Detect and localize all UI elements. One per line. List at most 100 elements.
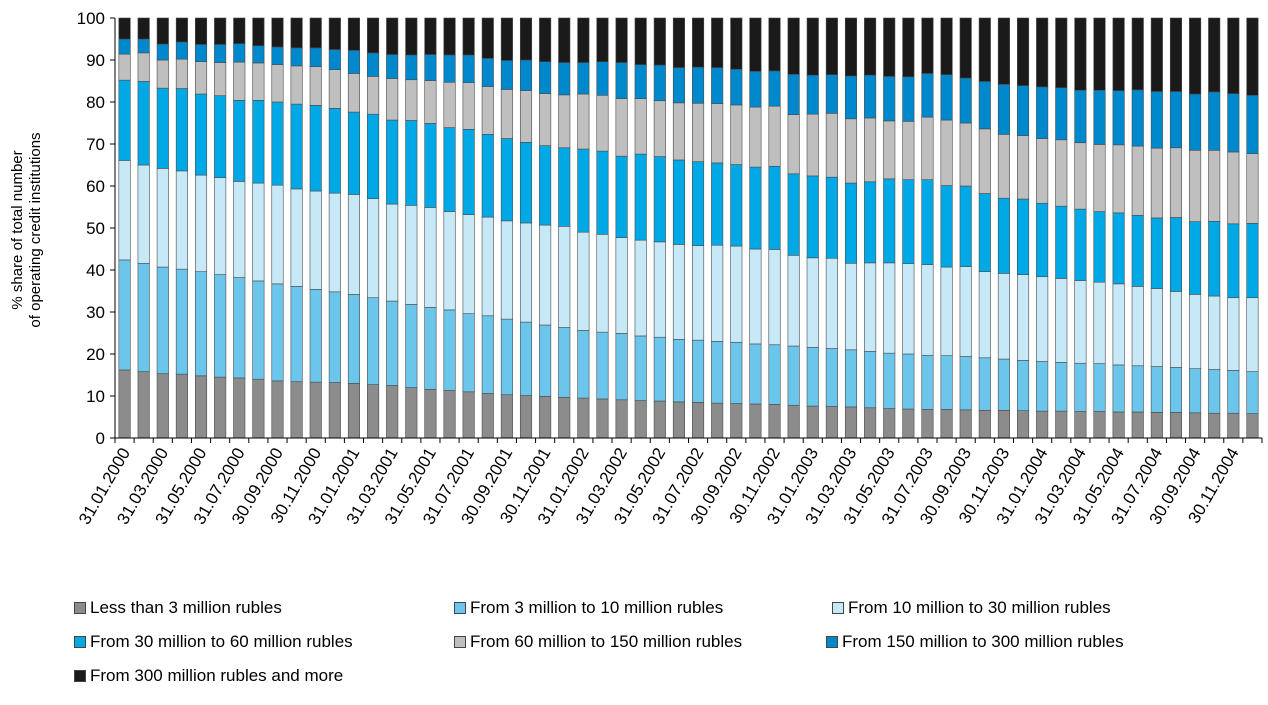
y-tick-label: 10 bbox=[86, 387, 105, 406]
bar-segment-3-31.08.2004 bbox=[1169, 291, 1183, 368]
bar-segment-5-30.04.2000 bbox=[175, 58, 188, 89]
bar-segment-4-30.04.2000 bbox=[175, 88, 188, 172]
bar-segment-6-31.07.2004 bbox=[1150, 91, 1163, 149]
bar-segment-2-31.03.2001 bbox=[386, 300, 399, 386]
bar-segment-4-31.01.2002 bbox=[577, 148, 590, 233]
bar-segment-7-31.08.2001 bbox=[481, 17, 494, 59]
bar-segment-4-31.05.2003 bbox=[883, 178, 896, 264]
bar-segment-3-30.09.2004 bbox=[1189, 294, 1202, 369]
bar-segment-1-30.09.2002 bbox=[730, 403, 743, 439]
bar-segment-6-31.05.2002 bbox=[653, 64, 666, 102]
bar-segment-6-31.03.2002 bbox=[615, 62, 628, 99]
bar-segment-5-28.02.2003 bbox=[825, 113, 838, 178]
bar-segment-5-28.02.2001 bbox=[367, 76, 380, 115]
bar-segment-2-30.09.2002 bbox=[730, 341, 743, 404]
bar-segment-4-31.03.2001 bbox=[386, 119, 399, 205]
bar-segment-1-31.07.2002 bbox=[692, 401, 705, 439]
y-axis-label-line-1: % share of total number bbox=[9, 150, 26, 309]
y-axis-ticks: 0 10 20 30 40 50 60 70 80 90 100 bbox=[77, 9, 115, 448]
bar-segment-5-31.07.2002 bbox=[692, 102, 705, 162]
bar-segment-4-31.01.2003 bbox=[806, 175, 819, 259]
bar-segment-7-30.09.2003 bbox=[959, 17, 972, 79]
bar-segment-3-31.05.2003 bbox=[883, 262, 896, 354]
bar-segment-5-31.05.2001 bbox=[424, 80, 437, 124]
bar-segment-1-31.10.2001 bbox=[519, 395, 533, 439]
bar-segment-4-29.02.2000 bbox=[137, 81, 150, 166]
bar-segment-5-30.06.2003 bbox=[902, 121, 915, 181]
bar-segment-3-31.05.2001 bbox=[424, 207, 437, 308]
y-tick-label: 50 bbox=[86, 219, 105, 238]
bar-segment-3-30.04.2003 bbox=[864, 262, 877, 352]
bar-segment-4-31.12.2003 bbox=[1017, 198, 1030, 275]
bar-segment-2-31.10.2002 bbox=[749, 343, 762, 405]
bar-segment-1-30.11.2000 bbox=[309, 381, 322, 439]
bar-segment-7-31.07.2002 bbox=[692, 17, 705, 68]
bar-segment-6-31.05.2003 bbox=[883, 76, 896, 122]
bar-segment-5-31.12.2002 bbox=[787, 114, 800, 175]
bar-segment-6-30.06.2004 bbox=[1131, 89, 1144, 147]
bar-segment-5-31.08.2004 bbox=[1169, 147, 1183, 218]
bar-segment-6-30.09.2003 bbox=[959, 77, 972, 124]
bar-segment-2-31.05.2001 bbox=[424, 307, 437, 390]
bar-segment-7-31.08.2004 bbox=[1169, 17, 1183, 92]
bar-segment-7-31.05.2003 bbox=[883, 17, 896, 77]
bar-segment-5-30.04.2001 bbox=[405, 79, 418, 121]
bar-segment-1-29.02.2000 bbox=[137, 371, 150, 439]
bar-segment-1-31.01.2001 bbox=[347, 383, 360, 439]
bar-segment-7-30.11.2003 bbox=[997, 17, 1010, 85]
bar-segment-2-31.12.2003 bbox=[1017, 359, 1030, 411]
bar-segment-4-31.07.2004 bbox=[1150, 217, 1163, 289]
bar-segment-1-30.04.2003 bbox=[864, 407, 877, 439]
legend-label: Less than 3 million rubles bbox=[90, 598, 282, 617]
bar-segment-3-31.12.2002 bbox=[787, 255, 800, 347]
bar-segment-7-31.03.2000 bbox=[156, 17, 169, 45]
bar-segment-4-31.07.2000 bbox=[233, 100, 246, 182]
bar-segment-4-31.12.2002 bbox=[787, 173, 800, 256]
bar-segment-4-31.05.2002 bbox=[653, 156, 666, 243]
bar-segment-5-28.02.2002 bbox=[596, 94, 609, 152]
bar-segment-5-30.06.2004 bbox=[1131, 145, 1144, 216]
bar-segment-3-30.04.2004 bbox=[1093, 281, 1106, 364]
legend-swatch bbox=[74, 670, 86, 682]
bar-segment-1-31.01.2000 bbox=[118, 369, 131, 439]
bar-segment-7-31.12.2004 bbox=[1246, 17, 1259, 96]
bar-segment-2-30.09.2003 bbox=[959, 356, 972, 411]
bar-segment-3-31.08.2003 bbox=[940, 266, 953, 356]
bar-segment-4-30.06.2002 bbox=[672, 159, 685, 245]
bar-segment-2-30.04.2001 bbox=[405, 304, 418, 388]
bar-segment-5-30.04.2004 bbox=[1093, 144, 1106, 212]
bar-segment-2-30.11.2000 bbox=[309, 289, 322, 383]
bar-segment-7-29.02.2000 bbox=[137, 17, 150, 40]
bar-segment-6-31.08.2003 bbox=[940, 74, 953, 121]
bar-segment-6-30.11.2002 bbox=[768, 70, 781, 107]
bar-segment-7-31.08.2000 bbox=[252, 17, 265, 47]
bar-segment-5-31.08.2002 bbox=[711, 103, 724, 164]
bar-segment-5-30.09.2004 bbox=[1189, 150, 1202, 223]
bar-segment-7-31.12.2001 bbox=[558, 17, 571, 63]
bar-segment-6-30.06.2003 bbox=[902, 76, 915, 122]
bar-segment-1-31.10.2003 bbox=[978, 409, 991, 439]
bar-segment-6-30.04.2003 bbox=[864, 74, 877, 119]
bar-segment-6-30.11.2004 bbox=[1227, 93, 1240, 153]
bar-segment-3-31.05.2004 bbox=[1112, 283, 1125, 366]
bar-segment-1-28.02.2003 bbox=[825, 406, 838, 439]
bar-segment-1-31.10.2004 bbox=[1208, 412, 1221, 439]
bar-segment-6-30.04.2000 bbox=[175, 41, 188, 60]
bar-segment-7-28.02.2002 bbox=[596, 17, 609, 62]
legend-label: From 30 million to 60 million rubles bbox=[90, 632, 353, 651]
bar-segment-5-31.12.2000 bbox=[328, 69, 341, 109]
bar-segment-1-31.08.2001 bbox=[481, 393, 494, 439]
bar-segment-3-31.07.2003 bbox=[921, 264, 934, 356]
bar-segment-3-30.04.2002 bbox=[634, 239, 647, 337]
bar-segment-7-31.10.2001 bbox=[519, 17, 533, 61]
bar-segment-4-30.09.2001 bbox=[500, 138, 513, 222]
bar-segment-3-30.06.2002 bbox=[672, 244, 685, 340]
bar-segment-2-30.11.2003 bbox=[997, 358, 1010, 411]
bar-segment-3-28.02.2002 bbox=[596, 234, 609, 333]
bar-segment-2-31.03.2002 bbox=[615, 333, 628, 401]
bar-segment-4-31.03.2000 bbox=[156, 87, 169, 169]
bar-segment-7-31.05.2004 bbox=[1112, 17, 1125, 91]
bar-segment-4-31.12.2004 bbox=[1246, 223, 1259, 299]
bar-segment-2-31.01.2001 bbox=[347, 294, 360, 384]
bar-segment-6-29.02.2000 bbox=[137, 38, 150, 54]
